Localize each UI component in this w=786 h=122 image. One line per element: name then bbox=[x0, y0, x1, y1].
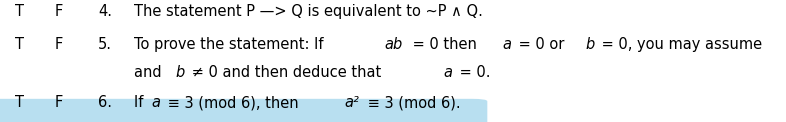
Text: T: T bbox=[15, 37, 24, 52]
Text: = 0 then: = 0 then bbox=[408, 37, 481, 52]
Text: To prove the statement: If: To prove the statement: If bbox=[134, 37, 328, 52]
Text: = 0, you may assume: = 0, you may assume bbox=[597, 37, 767, 52]
Text: = 0.: = 0. bbox=[455, 65, 491, 80]
Text: a: a bbox=[444, 65, 453, 80]
Text: The statement P —> Q is equivalent to ~P ∧ Q.: The statement P —> Q is equivalent to ~P… bbox=[134, 4, 483, 19]
Text: ≡ 3 (mod 6).: ≡ 3 (mod 6). bbox=[363, 95, 461, 110]
Text: ≡ 3 (mod 6), then: ≡ 3 (mod 6), then bbox=[163, 95, 303, 110]
FancyBboxPatch shape bbox=[0, 99, 487, 122]
Text: a: a bbox=[152, 95, 160, 110]
Text: b: b bbox=[585, 37, 594, 52]
Text: F: F bbox=[55, 37, 63, 52]
Text: F: F bbox=[55, 95, 63, 110]
Text: a: a bbox=[502, 37, 512, 52]
Text: F: F bbox=[55, 4, 63, 19]
Text: b: b bbox=[175, 65, 185, 80]
Text: 4.: 4. bbox=[98, 4, 112, 19]
Text: a²: a² bbox=[344, 95, 359, 110]
Text: T: T bbox=[15, 95, 24, 110]
Text: and: and bbox=[134, 65, 166, 80]
Text: 5.: 5. bbox=[98, 37, 112, 52]
Text: = 0 or: = 0 or bbox=[514, 37, 569, 52]
Text: ab: ab bbox=[384, 37, 402, 52]
Text: ≠ 0 and then deduce that: ≠ 0 and then deduce that bbox=[187, 65, 386, 80]
Text: 6.: 6. bbox=[98, 95, 112, 110]
Text: If: If bbox=[134, 95, 148, 110]
Text: T: T bbox=[15, 4, 24, 19]
